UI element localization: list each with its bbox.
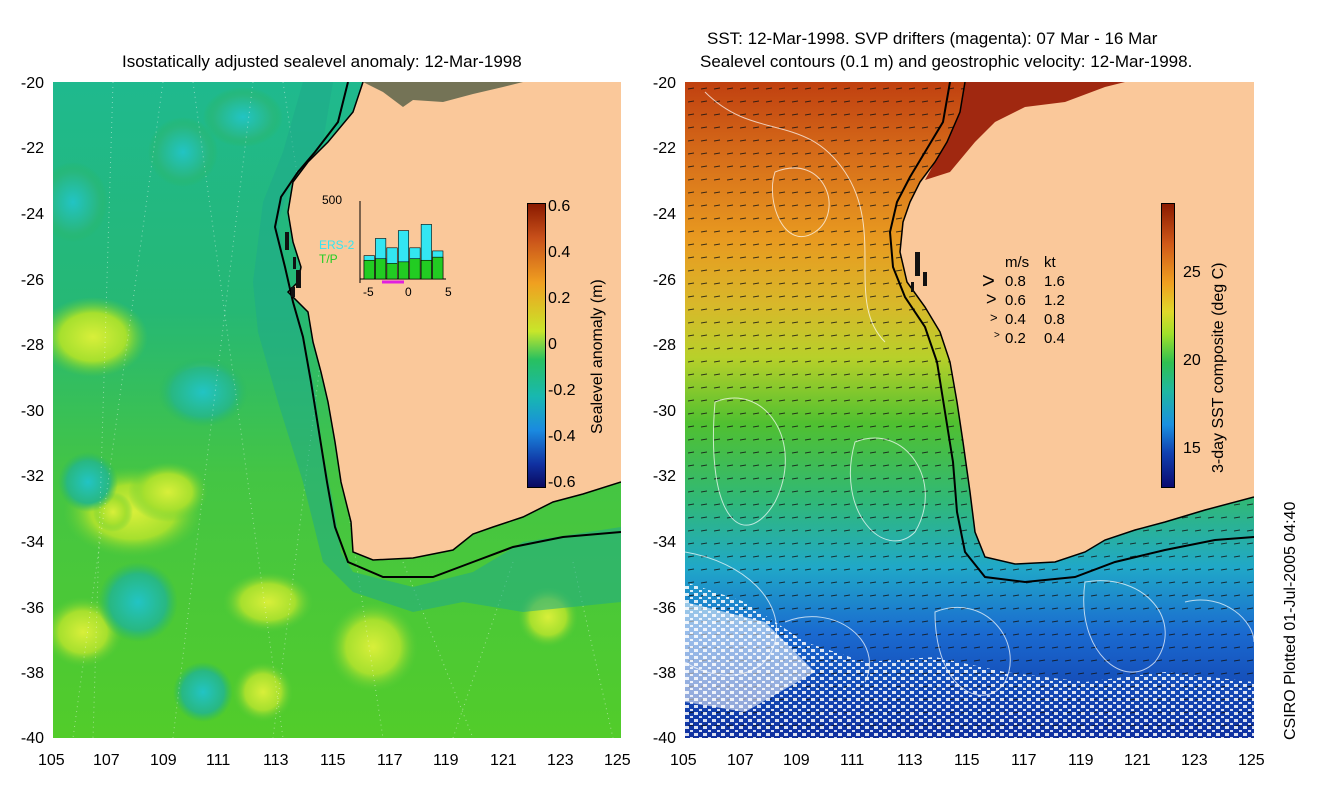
velocity-key-kt: 0.4: [1044, 330, 1065, 347]
right-ytick: -40: [652, 730, 676, 747]
right-xtick: 119: [1068, 752, 1094, 769]
sealevel-cb-tick: -0.6: [548, 474, 576, 491]
velocity-key-kt: 1.2: [1044, 292, 1065, 309]
left-xtick: 105: [38, 752, 65, 769]
inset-bar-tp: [420, 259, 432, 280]
right-ytick: -28: [652, 337, 676, 354]
sealevel-colorbar-label: Sealevel anomaly (m): [589, 279, 606, 434]
right-xtick: 123: [1181, 752, 1208, 769]
sealevel-cb-tick: 0.2: [548, 290, 571, 307]
right-ytick: -24: [652, 206, 676, 223]
inset-bar-tp: [363, 259, 375, 280]
inset-histogram: 500 ERS-2 T/P -5 0 5: [318, 189, 458, 299]
right-panel-title-line1: SST: 12-Mar-1998. SVP drifters (magenta)…: [707, 29, 1158, 48]
sst-colorbar-label: 3-day SST composite (deg C): [1210, 262, 1227, 473]
left-ytick: -34: [20, 534, 44, 551]
right-ytick: -22: [652, 140, 676, 157]
sst-cb-tick: 20: [1183, 352, 1201, 369]
left-ytick: -22: [20, 140, 44, 157]
velocity-arrow-1: >: [986, 289, 997, 309]
left-xtick: 117: [377, 752, 403, 769]
right-xtick: 107: [727, 752, 754, 769]
sst-colorbar: [1161, 203, 1175, 488]
right-xtick: 115: [954, 752, 980, 769]
sst-cb-tick: 15: [1183, 440, 1201, 457]
left-ytick: -26: [20, 272, 44, 289]
velocity-arrow-2: >: [990, 310, 998, 325]
right-xtick: 105: [670, 752, 697, 769]
inset-bar-tp: [409, 258, 421, 280]
left-panel-title: Isostatically adjusted sealevel anomaly:…: [122, 52, 522, 71]
left-ytick: -38: [20, 665, 44, 682]
right-panel-title-line2: Sealevel contours (0.1 m) and geostrophi…: [700, 52, 1193, 71]
right-xtick: 121: [1124, 752, 1151, 769]
sst-cb-tick: 25: [1183, 264, 1201, 281]
right-xtick: 109: [783, 752, 810, 769]
left-ytick: -40: [20, 730, 44, 747]
right-ytick: -38: [652, 665, 676, 682]
inset-bar-tp: [432, 256, 444, 280]
inset-bars: [359, 201, 446, 284]
left-ytick: -28: [20, 337, 44, 354]
velocity-key-kt: 0.8: [1044, 311, 1065, 328]
inset-ymax-label: 500: [322, 193, 343, 207]
velocity-arrow-3: >: [994, 330, 1000, 341]
left-xtick: 111: [206, 752, 231, 769]
right-ytick: -36: [652, 600, 676, 617]
velocity-arrow-0: >: [982, 268, 995, 293]
left-ytick: -30: [20, 403, 44, 420]
left-ytick: -20: [20, 75, 44, 92]
left-xtick: 125: [604, 752, 631, 769]
left-ytick: -32: [20, 468, 44, 485]
left-xtick: 115: [320, 752, 346, 769]
velocity-key-ms: 0.6: [1005, 292, 1026, 309]
inset-bar-tp: [397, 261, 410, 280]
sealevel-cb-tick: -0.4: [548, 428, 576, 445]
sealevel-colorbar: [527, 203, 546, 488]
velocity-key-ms: 0.8: [1005, 273, 1026, 290]
left-xtick: 121: [490, 752, 517, 769]
velocity-key-header-ms: m/s: [1005, 254, 1030, 271]
inset-xtick-5: 5: [445, 285, 452, 299]
sealevel-cb-tick: 0: [548, 336, 557, 353]
right-xtick: 113: [897, 752, 923, 769]
inset-xtick-neg5: -5: [363, 285, 374, 299]
inset-xtick-0: 0: [405, 285, 412, 299]
velocity-key-ms: 0.4: [1005, 311, 1026, 328]
right-ytick: -32: [652, 468, 676, 485]
velocity-key-kt: 1.6: [1044, 273, 1065, 290]
right-ytick: -34: [652, 534, 676, 551]
left-xtick: 119: [433, 752, 459, 769]
inset-legend-tp: T/P: [319, 252, 338, 266]
right-xtick: 111: [840, 752, 865, 769]
inset-bar-tp: [386, 263, 398, 280]
right-xtick: 117: [1011, 752, 1037, 769]
sealevel-cb-tick: 0.4: [548, 244, 571, 261]
left-ytick: -36: [20, 600, 44, 617]
credit-text: CSIRO Plotted 01-Jul-2005 04:40: [1282, 501, 1299, 740]
left-xtick: 107: [93, 752, 120, 769]
right-ytick: -26: [652, 272, 676, 289]
sealevel-cb-tick: 0.6: [548, 198, 571, 215]
left-xtick: 109: [150, 752, 177, 769]
left-xtick: 123: [547, 752, 574, 769]
right-ytick: -20: [652, 75, 676, 92]
right-ytick: -30: [652, 403, 676, 420]
inset-bar-tp: [375, 258, 387, 280]
velocity-key-header-kt: kt: [1044, 254, 1056, 271]
left-ytick: -24: [20, 206, 44, 223]
right-xtick: 125: [1238, 752, 1265, 769]
velocity-key-ms: 0.2: [1005, 330, 1026, 347]
inset-legend-ers: ERS-2: [319, 238, 355, 252]
left-xtick: 113: [263, 752, 289, 769]
sealevel-cb-tick: -0.2: [548, 382, 576, 399]
